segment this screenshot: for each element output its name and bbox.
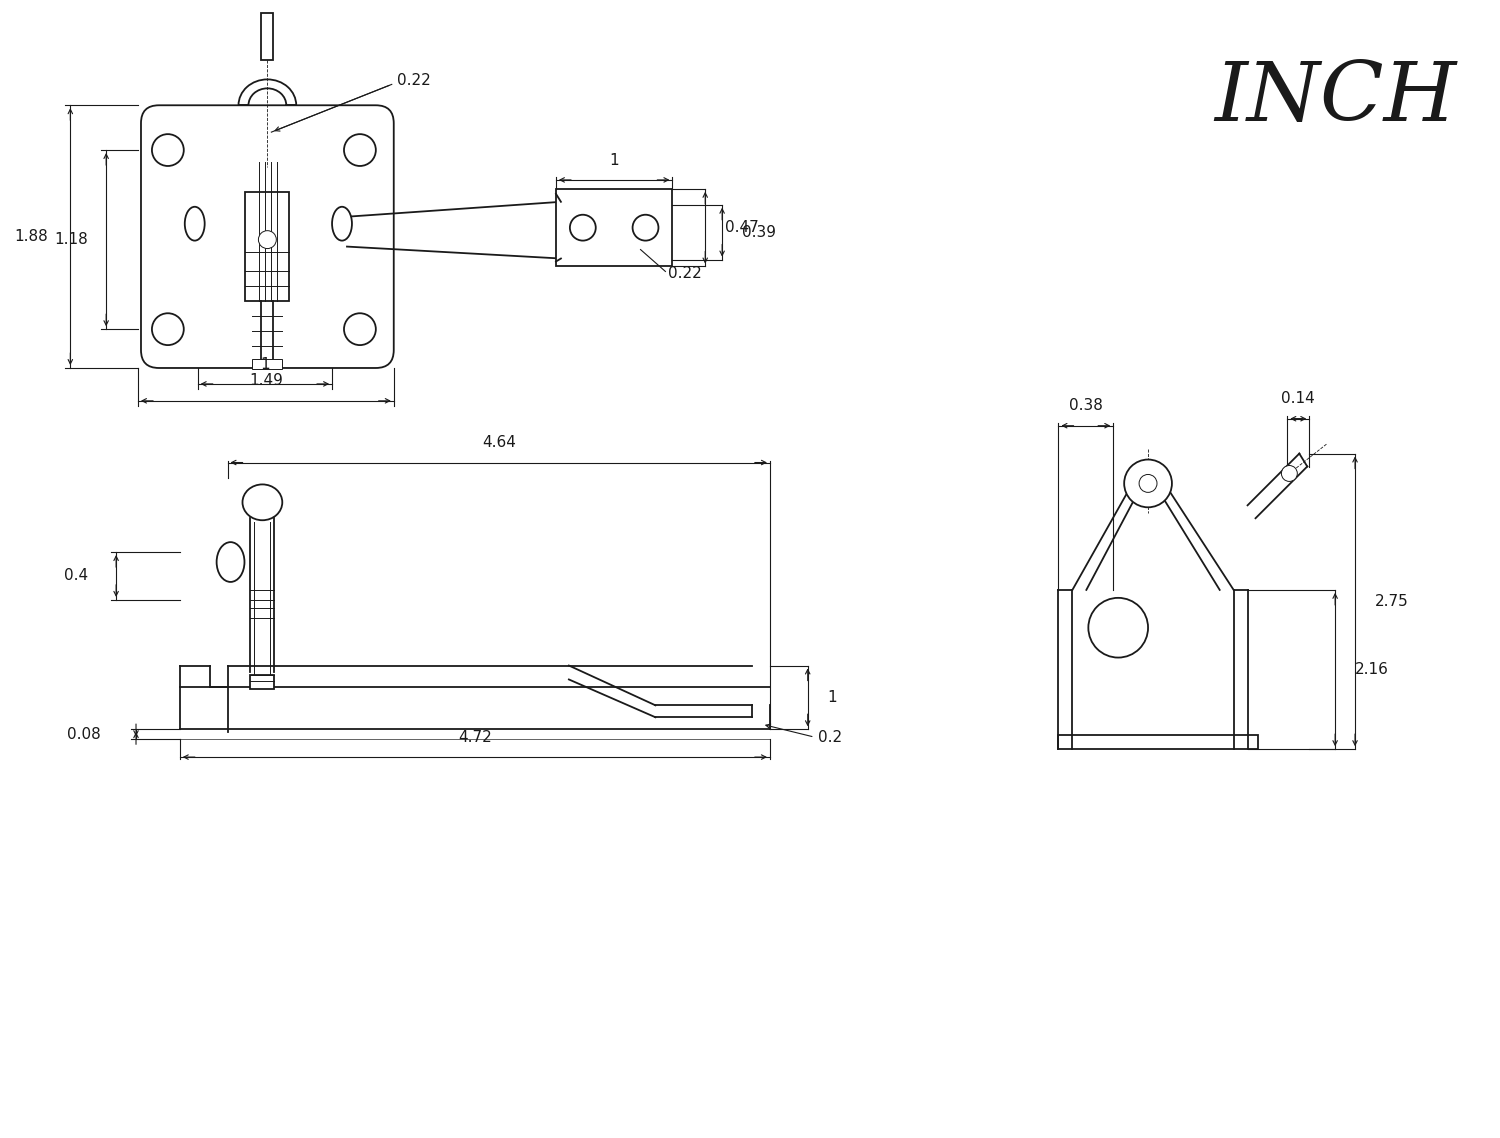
Bar <box>252 358 282 369</box>
Text: 1.88: 1.88 <box>15 229 48 245</box>
Ellipse shape <box>243 485 282 520</box>
Text: 0.47: 0.47 <box>724 220 759 236</box>
Circle shape <box>570 215 596 240</box>
Text: 1: 1 <box>828 690 837 704</box>
Bar <box>246 192 290 302</box>
Circle shape <box>152 134 184 166</box>
Text: 0.4: 0.4 <box>64 569 88 584</box>
Circle shape <box>152 313 184 345</box>
Text: 1.18: 1.18 <box>54 232 88 247</box>
Text: 2.75: 2.75 <box>1376 594 1408 609</box>
Text: INCH: INCH <box>1214 58 1456 138</box>
Circle shape <box>1124 460 1172 508</box>
Bar <box>556 189 672 266</box>
Ellipse shape <box>332 207 352 240</box>
Text: 1: 1 <box>609 152 619 167</box>
FancyBboxPatch shape <box>141 106 393 368</box>
Text: 2.16: 2.16 <box>1354 662 1389 677</box>
Circle shape <box>258 231 276 248</box>
Ellipse shape <box>184 207 204 240</box>
Bar <box>251 676 274 690</box>
Text: 0.22: 0.22 <box>396 73 430 88</box>
Circle shape <box>1281 465 1298 481</box>
Ellipse shape <box>216 542 244 582</box>
Text: 0.22: 0.22 <box>669 266 702 281</box>
Bar <box>1059 735 1257 749</box>
Text: 0.08: 0.08 <box>68 727 100 742</box>
Text: 4.72: 4.72 <box>458 729 492 744</box>
Text: 0.2: 0.2 <box>818 729 842 744</box>
Circle shape <box>1138 475 1156 493</box>
Circle shape <box>1089 597 1148 658</box>
Text: 1: 1 <box>260 356 270 371</box>
Circle shape <box>344 313 376 345</box>
Text: 1.49: 1.49 <box>249 373 284 388</box>
Text: 0.38: 0.38 <box>1070 398 1102 413</box>
Text: 0.14: 0.14 <box>1281 391 1316 406</box>
Text: 4.64: 4.64 <box>482 435 516 451</box>
Text: 0.39: 0.39 <box>742 224 776 240</box>
Circle shape <box>633 215 658 240</box>
Bar <box>261 13 273 60</box>
Circle shape <box>344 134 376 166</box>
